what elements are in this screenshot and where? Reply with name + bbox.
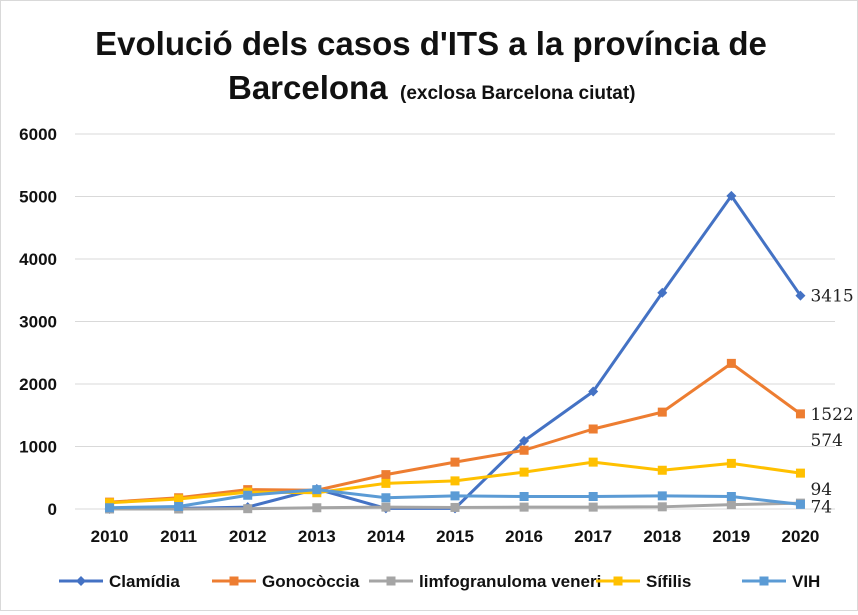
x-tick-label: 2015 bbox=[436, 527, 474, 546]
data-point bbox=[105, 503, 115, 513]
data-point bbox=[519, 502, 529, 512]
x-tick-label: 2010 bbox=[91, 527, 129, 546]
data-point bbox=[312, 485, 322, 495]
y-tick-label: 2000 bbox=[19, 375, 57, 394]
data-label-end: 3415 bbox=[810, 287, 853, 307]
chart-subtitle: (exclosa Barcelona ciutat) bbox=[400, 83, 635, 104]
data-point bbox=[588, 492, 598, 501]
x-tick-label: 2016 bbox=[505, 527, 543, 546]
data-point bbox=[312, 503, 322, 513]
legend-marker bbox=[386, 576, 396, 586]
data-point bbox=[381, 493, 391, 503]
data-point bbox=[795, 468, 805, 478]
data-label-end: 94 bbox=[810, 480, 832, 500]
data-point bbox=[588, 424, 598, 434]
y-tick-label: 5000 bbox=[19, 188, 57, 207]
data-point bbox=[726, 492, 736, 501]
data-point bbox=[795, 409, 805, 419]
data-point bbox=[450, 502, 460, 512]
legend-item: limfogranuloma veneri bbox=[369, 572, 601, 591]
data-point bbox=[450, 476, 460, 486]
chart-title-line2: Barcelona bbox=[228, 69, 388, 106]
legend-marker bbox=[229, 576, 239, 586]
legend-label: Gonocòccia bbox=[262, 572, 360, 591]
data-point bbox=[657, 407, 667, 417]
series-group bbox=[104, 190, 806, 514]
data-point bbox=[588, 386, 599, 397]
data-point bbox=[795, 499, 805, 509]
legend-label: Clamídia bbox=[109, 572, 180, 591]
data-point bbox=[105, 498, 115, 508]
legend-item: VIH bbox=[742, 572, 820, 591]
legend-marker bbox=[613, 576, 623, 586]
data-point bbox=[726, 458, 736, 468]
data-point bbox=[381, 502, 391, 512]
data-point bbox=[726, 358, 736, 368]
x-tick-label: 2018 bbox=[643, 527, 681, 546]
data-point bbox=[588, 502, 598, 512]
data-point bbox=[381, 470, 391, 480]
legend-label: limfogranuloma veneri bbox=[419, 572, 601, 591]
data-point bbox=[519, 467, 529, 477]
chart-title-line2-group: Barcelona (exclosa Barcelona ciutat) bbox=[228, 69, 636, 106]
y-tick-label: 0 bbox=[48, 500, 57, 519]
data-point bbox=[588, 457, 598, 467]
data-point bbox=[657, 502, 667, 512]
x-tick-label: 2020 bbox=[782, 527, 820, 546]
data-point bbox=[726, 190, 737, 201]
data-point bbox=[381, 478, 391, 488]
y-tick-label: 4000 bbox=[19, 250, 57, 269]
data-label-end: 574 bbox=[810, 431, 842, 451]
legend: Clamídia Gonocòccia limfogranuloma veneri S… bbox=[59, 572, 820, 591]
y-tick-label: 3000 bbox=[19, 313, 57, 332]
legend-marker bbox=[759, 576, 769, 586]
data-point bbox=[795, 290, 806, 301]
legend-label: Sífilis bbox=[646, 572, 691, 591]
x-tick-label: 2017 bbox=[574, 527, 612, 546]
data-point bbox=[243, 490, 253, 500]
data-point bbox=[726, 500, 736, 510]
x-tick-label: 2013 bbox=[298, 527, 336, 546]
y-tick-label: 1000 bbox=[19, 438, 57, 457]
legend-marker bbox=[76, 576, 86, 586]
x-tick-label: 2012 bbox=[229, 527, 267, 546]
x-axis: 2010 2011 2012 2013 2014 2015 2016 2017 2018 2019… bbox=[91, 527, 820, 546]
data-point bbox=[657, 287, 668, 298]
data-point bbox=[450, 491, 460, 501]
y-tick-label: 6000 bbox=[19, 125, 57, 144]
x-tick-label: 2011 bbox=[160, 527, 197, 546]
data-point bbox=[174, 502, 184, 511]
data-point bbox=[519, 445, 529, 455]
data-point bbox=[657, 491, 667, 501]
data-label-end: 1522 bbox=[810, 405, 853, 425]
y-axis: 0 1000 2000 3000 4000 5000 6000 bbox=[19, 125, 57, 519]
gridlines bbox=[75, 133, 835, 510]
data-labels: 3415 1522 94 574 74 bbox=[810, 287, 853, 518]
data-point bbox=[657, 465, 667, 475]
x-tick-label: 2014 bbox=[367, 527, 405, 546]
legend-item: Sífilis bbox=[596, 572, 691, 591]
data-point bbox=[519, 492, 529, 501]
legend-item: Clamídia bbox=[59, 572, 180, 591]
data-point bbox=[519, 435, 530, 446]
chart-title: Evolució dels casos d'ITS a la província… bbox=[95, 25, 767, 62]
data-label-end: 74 bbox=[810, 497, 832, 517]
legend-label: VIH bbox=[792, 572, 820, 591]
data-point bbox=[174, 494, 184, 504]
x-tick-label: 2019 bbox=[712, 527, 750, 546]
series-vih bbox=[105, 485, 805, 513]
data-point bbox=[450, 457, 460, 467]
data-point bbox=[243, 504, 253, 514]
legend-item: Gonocòccia bbox=[212, 572, 360, 591]
